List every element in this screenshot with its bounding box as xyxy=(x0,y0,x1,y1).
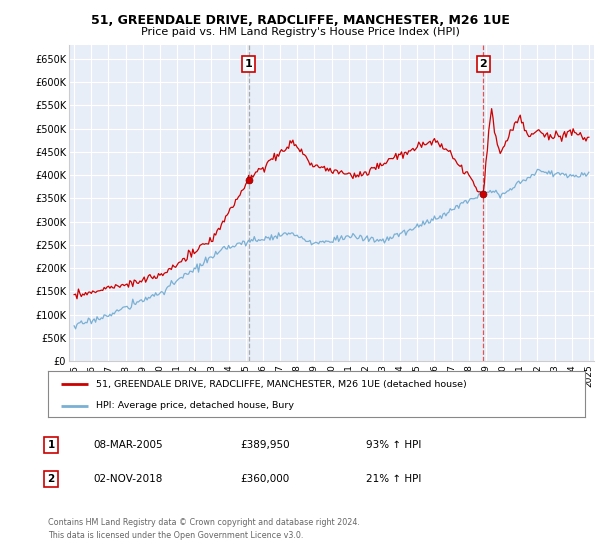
Text: 08-MAR-2005: 08-MAR-2005 xyxy=(93,440,163,450)
Text: Price paid vs. HM Land Registry's House Price Index (HPI): Price paid vs. HM Land Registry's House … xyxy=(140,27,460,37)
Text: £360,000: £360,000 xyxy=(240,474,289,484)
Text: 21% ↑ HPI: 21% ↑ HPI xyxy=(366,474,421,484)
Text: 2: 2 xyxy=(479,59,487,69)
Text: 2: 2 xyxy=(47,474,55,484)
Text: 51, GREENDALE DRIVE, RADCLIFFE, MANCHESTER, M26 1UE: 51, GREENDALE DRIVE, RADCLIFFE, MANCHEST… xyxy=(91,14,509,27)
Text: 1: 1 xyxy=(47,440,55,450)
Text: 93% ↑ HPI: 93% ↑ HPI xyxy=(366,440,421,450)
Text: 1: 1 xyxy=(245,59,253,69)
Text: Contains HM Land Registry data © Crown copyright and database right 2024.
This d: Contains HM Land Registry data © Crown c… xyxy=(48,519,360,540)
Text: HPI: Average price, detached house, Bury: HPI: Average price, detached house, Bury xyxy=(97,401,295,410)
Text: £389,950: £389,950 xyxy=(240,440,290,450)
Text: 51, GREENDALE DRIVE, RADCLIFFE, MANCHESTER, M26 1UE (detached house): 51, GREENDALE DRIVE, RADCLIFFE, MANCHEST… xyxy=(97,380,467,389)
Text: 02-NOV-2018: 02-NOV-2018 xyxy=(93,474,163,484)
